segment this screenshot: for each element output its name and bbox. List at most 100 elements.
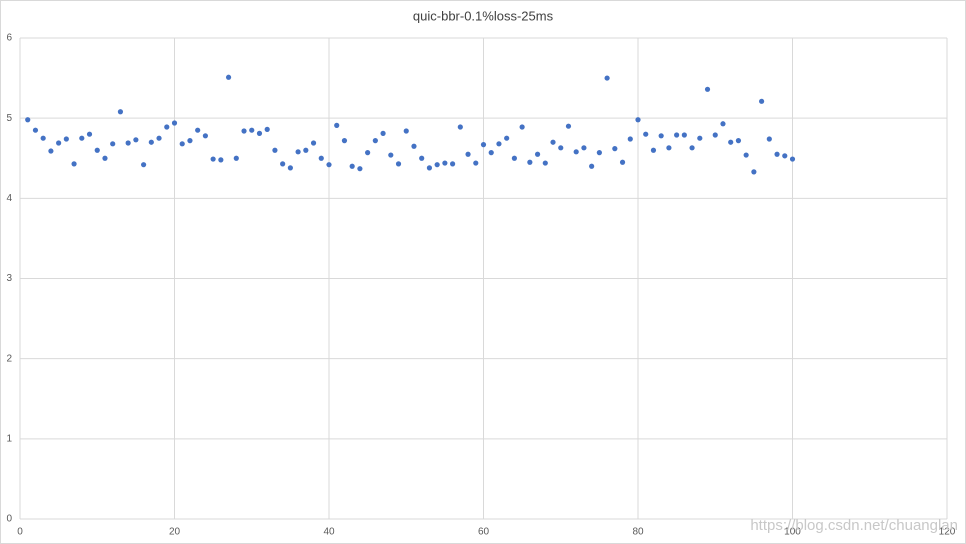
- point: [689, 145, 695, 151]
- point: [287, 165, 293, 171]
- point: [774, 151, 780, 157]
- point: [589, 163, 595, 169]
- point: [310, 140, 317, 146]
- y-tick-label: 6: [6, 33, 12, 44]
- point: [496, 141, 502, 147]
- point: [380, 130, 386, 136]
- point: [434, 162, 440, 168]
- point: [581, 145, 587, 151]
- point: [712, 132, 718, 138]
- point: [71, 161, 77, 167]
- point: [504, 135, 510, 141]
- point: [32, 127, 39, 133]
- point: [411, 143, 417, 149]
- point: [650, 147, 657, 153]
- point: [697, 135, 703, 141]
- point: [225, 74, 232, 80]
- point: [735, 138, 742, 144]
- y-tick-label: 5: [6, 113, 12, 124]
- x-tick-label: 120: [939, 527, 956, 538]
- point: [419, 155, 425, 161]
- watermark: https://blog.csdn.net/chuanglan: [750, 517, 958, 534]
- point: [442, 160, 448, 166]
- point: [480, 142, 487, 148]
- point: [25, 117, 31, 123]
- point: [720, 121, 726, 127]
- point: [179, 141, 185, 147]
- point: [766, 136, 772, 142]
- point: [195, 127, 201, 133]
- chart-title: quic-bbr-0.1%loss-25ms: [413, 8, 554, 23]
- point: [349, 163, 355, 169]
- point: [187, 138, 193, 144]
- x-tick-label: 0: [17, 527, 23, 538]
- point: [465, 151, 471, 157]
- point: [264, 126, 270, 132]
- point: [619, 159, 626, 165]
- point: [272, 147, 278, 153]
- point: [743, 152, 749, 158]
- point: [596, 150, 602, 156]
- point: [704, 86, 711, 92]
- point: [643, 131, 649, 137]
- point: [202, 133, 208, 139]
- y-tick-label: 3: [6, 273, 12, 284]
- x-tick-label: 60: [478, 527, 490, 538]
- point: [759, 98, 765, 104]
- x-tick-label: 100: [784, 527, 801, 538]
- point: [56, 140, 62, 146]
- point: [488, 150, 494, 156]
- point: [550, 139, 556, 145]
- point: [457, 124, 463, 130]
- x-tick-label: 20: [169, 527, 181, 538]
- point: [218, 157, 224, 163]
- point: [241, 128, 247, 134]
- point: [156, 135, 162, 141]
- point: [751, 169, 757, 175]
- point: [473, 160, 479, 166]
- point: [666, 145, 672, 151]
- point: [117, 109, 124, 115]
- point: [295, 149, 301, 155]
- point: [612, 146, 618, 152]
- point: [542, 160, 548, 166]
- point: [527, 159, 533, 165]
- point: [125, 140, 131, 146]
- x-tick-label: 40: [323, 527, 335, 538]
- point: [627, 136, 633, 142]
- point: [48, 148, 54, 154]
- point: [426, 165, 433, 171]
- point: [534, 151, 541, 157]
- point: [573, 149, 579, 155]
- point: [388, 152, 394, 158]
- point: [565, 123, 572, 129]
- point: [79, 135, 85, 141]
- point: [604, 75, 610, 81]
- point: [681, 132, 687, 138]
- point: [233, 155, 239, 161]
- point: [148, 139, 154, 145]
- point: [326, 162, 332, 168]
- point: [674, 132, 680, 138]
- point: [256, 130, 263, 136]
- point: [782, 153, 788, 159]
- point: [728, 139, 734, 145]
- y-tick-label: 2: [6, 353, 12, 364]
- point: [558, 145, 564, 151]
- point: [133, 137, 139, 143]
- point: [334, 122, 340, 128]
- point: [63, 136, 69, 142]
- point: [141, 162, 147, 168]
- point: [789, 156, 796, 162]
- point: [318, 155, 324, 161]
- point: [303, 147, 309, 153]
- point: [635, 117, 641, 123]
- point: [357, 166, 363, 172]
- point: [40, 135, 46, 141]
- point: [395, 161, 402, 167]
- point: [403, 128, 409, 134]
- point: [519, 124, 525, 130]
- point: [94, 147, 100, 153]
- y-tick-label: 1: [6, 433, 12, 444]
